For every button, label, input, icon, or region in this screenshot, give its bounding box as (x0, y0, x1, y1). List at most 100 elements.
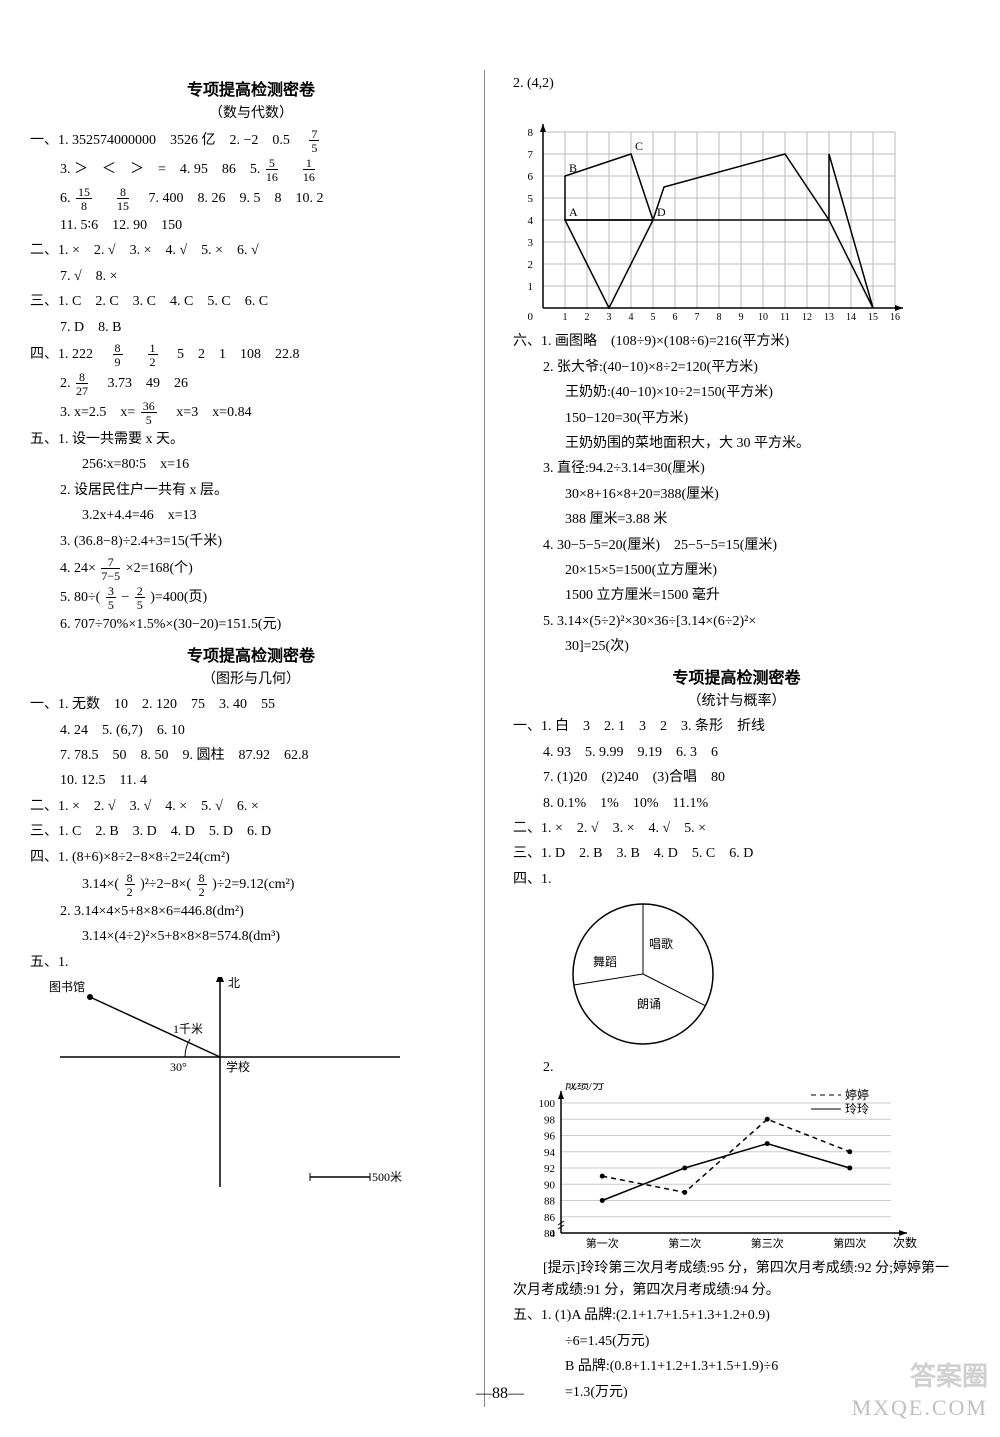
a-three-2: 7. D 8. B (30, 317, 472, 339)
a-five-1: 五、1. 设一共需要 x 天。 (30, 429, 472, 451)
watermark-logo: 答案圈 (910, 1356, 988, 1393)
r-six-2c: 150−120=30(平方米) (513, 408, 960, 430)
txt: )²÷2−8×( (140, 877, 191, 892)
svg-text:婷婷: 婷婷 (845, 1087, 869, 1102)
page-footer: —88— (0, 1385, 1000, 1403)
svg-text:舞蹈: 舞蹈 (593, 955, 617, 969)
frac: 827 (76, 371, 88, 397)
svg-text:98: 98 (544, 1114, 556, 1126)
svg-text:第二次: 第二次 (668, 1236, 701, 1250)
svg-text:2: 2 (528, 259, 534, 271)
svg-text:第三次: 第三次 (751, 1236, 784, 1250)
b-four-1b: 3.14×( 82 )²÷2−8×( 82 )÷2=9.12(cm²) (30, 872, 472, 898)
frac: 116 (303, 157, 315, 183)
svg-text:次数: 次数 (893, 1235, 917, 1250)
svg-text:90: 90 (544, 1179, 556, 1191)
b-four-2b: 3.14×(4÷2)²×5+8×8×8=574.8(dm³) (30, 926, 472, 948)
svg-text:北: 北 (228, 977, 240, 990)
svg-text:图书馆: 图书馆 (49, 979, 85, 994)
r-six-3a: 3. 直径:94.2÷3.14=30(厘米) (513, 458, 960, 480)
svg-text:玲玲: 玲玲 (845, 1102, 869, 1116)
r-five-1b: ÷6=1.45(万元) (513, 1331, 960, 1353)
svg-text:3: 3 (528, 237, 534, 249)
svg-text:7: 7 (528, 149, 534, 161)
svg-text:C: C (635, 139, 643, 153)
r-six-4a: 4. 30−5−5=20(厘米) 25−5−5=15(厘米) (513, 535, 960, 557)
svg-text:朗诵: 朗诵 (637, 997, 661, 1011)
r-six-2d: 王奶奶围的菜地面积大，大 30 平方米。 (513, 433, 960, 455)
watermark-url: MXQE.COM (852, 1395, 988, 1421)
c-hint: [提示]玲玲第三次月考成绩:95 分，第四次月考成绩:92 分;婷婷第一次月考成… (513, 1261, 949, 1298)
frac: 82 (125, 872, 135, 898)
svg-text:15: 15 (868, 312, 878, 323)
a-five-6: 6. 707÷70%×1.5%×(30−20)=151.5(元) (30, 614, 472, 636)
a-five-4: 4. 24× 77−5 ×2=168(个) (30, 556, 472, 582)
txt: 3.73 49 26 (94, 376, 189, 391)
svg-text:3: 3 (607, 312, 612, 323)
svg-text:14: 14 (846, 312, 856, 323)
svg-text:12: 12 (802, 312, 812, 323)
b-one-3: 7. 78.5 50 8. 50 9. 圆柱 87.92 62.8 (30, 745, 472, 767)
txt: )=400(页) (150, 590, 207, 605)
txt: 5 2 1 108 22.8 (163, 347, 300, 362)
a-four-1: 四、1. 222 89 12 5 2 1 108 22.8 (30, 342, 472, 368)
c-two: 二、1. × 2. √ 3. × 4. √ 5. × (513, 818, 960, 840)
a-five-3: 3. (36.8−8)÷2.4+3=15(千米) (30, 531, 472, 553)
c-four2-hdr: 2. (513, 1057, 960, 1079)
b-two: 二、1. × 2. √ 3. √ 4. × 5. √ 6. × (30, 796, 472, 818)
r-six-5b: 30]=25(次) (513, 636, 960, 658)
r-six-4c: 1500 立方厘米=1500 毫升 (513, 585, 960, 607)
txt: − (121, 590, 129, 605)
svg-text:1: 1 (528, 281, 534, 293)
txt: 2. (60, 376, 74, 391)
a-three-1: 三、1. C 2. C 3. C 4. C 5. C 6. C (30, 291, 472, 313)
svg-text:86: 86 (544, 1211, 556, 1223)
svg-text:16: 16 (890, 312, 900, 323)
b-one-2: 4. 24 5. (6,7) 6. 10 (30, 720, 472, 742)
svg-text:5: 5 (528, 193, 534, 205)
r-six-3b: 30×8+16×8+20=388(厘米) (513, 484, 960, 506)
txt: 7. 400 8. 26 9. 5 8 10. 2 (135, 191, 324, 206)
svg-text:7: 7 (695, 312, 700, 323)
r-five-2: B 品牌:(0.8+1.1+1.2+1.3+1.5+1.9)÷6 (513, 1356, 960, 1378)
b-five-hdr: 五、1. (30, 952, 472, 974)
sectionC-subtitle: （统计与概率） (513, 690, 960, 710)
frac: 75 (309, 128, 319, 154)
r-six-1: 六、1. 画图略 (108÷9)×(108÷6)=216(平方米) (513, 331, 960, 353)
svg-text:8: 8 (717, 312, 722, 323)
svg-text:学校: 学校 (226, 1059, 250, 1074)
r-six-2a: 2. 张大爷:(40−10)×8÷2=120(平方米) (513, 357, 960, 379)
txt: )÷2=9.12(cm²) (212, 877, 294, 892)
a-four-3: 3. x=2.5 x= 365 x=3 x=0.84 (30, 400, 472, 426)
svg-text:6: 6 (673, 312, 678, 323)
txt: 5. 80÷( (60, 590, 100, 605)
frac: 815 (117, 186, 129, 212)
sectionC-title: 专项提高检测密卷 (513, 664, 960, 688)
a-one-6: 6. 158 815 7. 400 8. 26 9. 5 8 10. 2 (30, 186, 472, 212)
svg-text:5: 5 (651, 312, 656, 323)
r-six-3c: 388 厘米=3.88 米 (513, 509, 960, 531)
svg-text:A: A (569, 205, 578, 219)
a-four-2: 2. 827 3.73 49 26 (30, 371, 472, 397)
svg-text:10: 10 (758, 312, 768, 323)
svg-text:0: 0 (528, 311, 534, 323)
svg-text:100: 100 (539, 1098, 556, 1110)
svg-text:96: 96 (544, 1130, 556, 1142)
svg-text:唱歌: 唱歌 (649, 936, 673, 951)
frac: 365 (141, 400, 157, 426)
txt: 一、1. 352574000000 3526 亿 2. −2 0.5 (30, 133, 304, 148)
svg-text:88: 88 (544, 1195, 556, 1207)
svg-text:6: 6 (528, 171, 534, 183)
frac: 25 (135, 585, 145, 611)
svg-text:D: D (657, 205, 666, 219)
sectionA-subtitle: （数与代数） (30, 102, 472, 122)
right-column: 2. (4,2) 1234567812345678910111213141516… (505, 70, 960, 1407)
c-one-4: 8. 0.1% 1% 10% 11.1% (513, 793, 960, 815)
c-four-hdr: 四、1. (513, 869, 960, 891)
r-five-1: 五、1. (1)A 品牌:(2.1+1.7+1.5+1.3+1.2+0.9) (513, 1305, 960, 1327)
a-two-2: 7. √ 8. × (30, 266, 472, 288)
txt: 3. ＞ ＜ ＞ = 4. 95 86 5. (60, 162, 264, 177)
frac: 82 (197, 872, 207, 898)
b-four-1: 四、1. (8+6)×8÷2−8×8÷2=24(cm²) (30, 847, 472, 869)
svg-text:13: 13 (824, 312, 834, 323)
